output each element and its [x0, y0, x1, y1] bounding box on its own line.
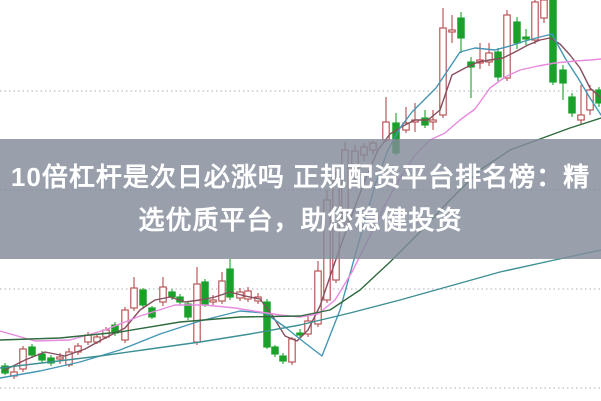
candle-up: [130, 277, 138, 311]
candle-up: [159, 277, 167, 306]
candle-down: [421, 110, 429, 128]
candle-up: [19, 346, 27, 372]
candle-up: [429, 110, 437, 130]
candle-down: [279, 353, 287, 364]
candle-down: [559, 65, 567, 100]
candle-down: [522, 29, 530, 45]
candle-down: [549, 0, 557, 85]
candle-down: [457, 12, 465, 53]
ma-line-MA60: [0, 249, 601, 369]
candle-up: [485, 43, 493, 66]
candle-down: [568, 93, 576, 117]
candle-down: [201, 279, 209, 307]
candle-up: [586, 85, 594, 115]
candle-up: [244, 287, 252, 302]
candle-down: [47, 355, 55, 366]
candle-down: [226, 259, 234, 300]
candle-up: [540, 0, 548, 23]
candle-up: [304, 316, 312, 337]
candle-down: [494, 48, 502, 81]
candle-down: [139, 288, 147, 309]
headline-line-1: 10倍杠杆是次日必涨吗 正规配资平台排名榜：精: [10, 162, 591, 192]
candle-up: [448, 15, 456, 43]
headline-line-2: 选优质平台，助您稳健投资: [138, 205, 463, 235]
candle-up: [577, 85, 585, 124]
candle-up: [531, 0, 539, 44]
candle-up: [314, 261, 322, 327]
candle-down: [184, 301, 192, 320]
headline-overlay: 10倍杠杆是次日必涨吗 正规配资平台排名榜：精 选优质平台，助您稳健投资: [0, 139, 601, 259]
candle-down: [271, 345, 279, 357]
candle-up: [288, 337, 296, 365]
candle-down: [28, 344, 36, 358]
candle-up: [218, 272, 226, 304]
